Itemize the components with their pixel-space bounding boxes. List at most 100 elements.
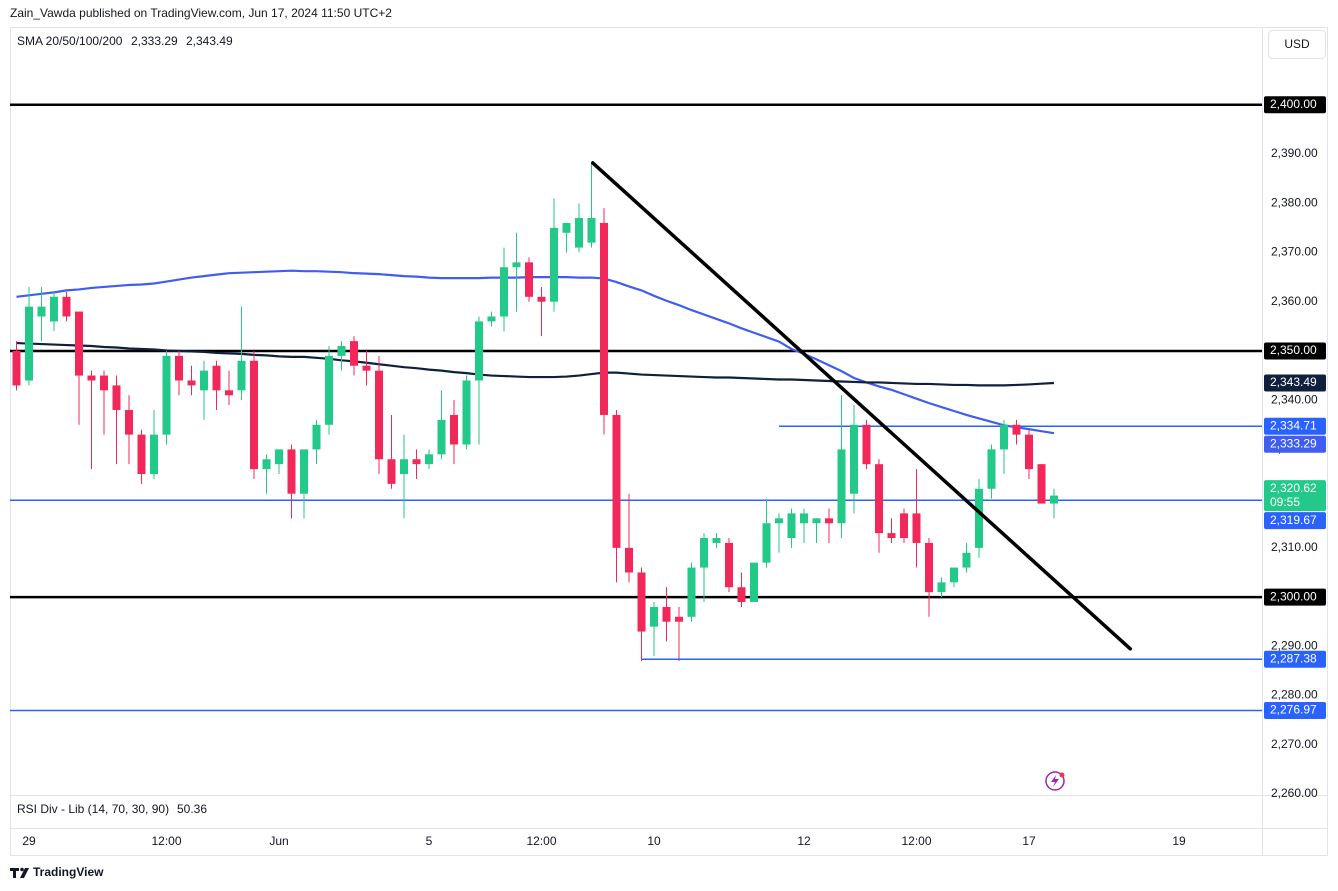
candle-body xyxy=(725,542,733,588)
price-badge-label: 2,276.97 xyxy=(1270,703,1317,717)
x-tick-label: 12:00 xyxy=(151,834,181,848)
price-badge xyxy=(1264,435,1326,453)
chart-frame xyxy=(10,27,1328,856)
candle-body xyxy=(412,459,421,465)
candle-body xyxy=(187,380,196,386)
publisher-note: Zain_Vawda published on TradingView.com,… xyxy=(10,6,392,20)
currency-button[interactable] xyxy=(1268,30,1326,59)
indicator-value: 2,343.49 xyxy=(186,34,233,48)
candle-body xyxy=(950,567,958,583)
candle-body xyxy=(762,523,771,563)
candle-body xyxy=(812,518,821,524)
candle-body xyxy=(62,296,71,317)
candle-body xyxy=(362,365,371,371)
price-badge-label: 2,333.29 xyxy=(1270,436,1317,450)
candle-body xyxy=(50,296,58,322)
candle-body xyxy=(162,355,171,435)
candle-body xyxy=(600,222,608,415)
y-tick-label: 2,260.00 xyxy=(1271,786,1318,800)
candle-body xyxy=(225,390,233,396)
candle-body xyxy=(700,538,708,568)
price-badge xyxy=(1264,417,1326,435)
price-badge xyxy=(1264,374,1326,392)
candle-body xyxy=(662,606,671,622)
candle-body xyxy=(887,533,896,539)
price-badge xyxy=(1264,701,1326,719)
price-badge-label: 2,400.00 xyxy=(1270,97,1317,111)
x-tick-label: 12:00 xyxy=(526,834,556,848)
candle-body xyxy=(12,350,21,386)
candle-body xyxy=(200,370,208,391)
candle-body xyxy=(800,513,808,524)
y-tick-label: 2,370.00 xyxy=(1271,245,1318,259)
price-badge xyxy=(1264,512,1326,530)
x-tick-label: 17 xyxy=(1022,834,1036,848)
candle-body xyxy=(112,385,121,411)
y-tick-label: 2,360.00 xyxy=(1271,294,1318,308)
candle-body xyxy=(862,424,871,465)
candle-body xyxy=(962,552,971,568)
x-tick-label: 12 xyxy=(797,834,811,848)
x-tick-label: 19 xyxy=(1172,834,1186,848)
candle-body xyxy=(137,434,146,475)
y-tick-label: 2,380.00 xyxy=(1271,195,1318,209)
candle-body xyxy=(775,518,783,524)
candle-body xyxy=(212,365,221,391)
candle-body xyxy=(537,296,546,302)
candle-body xyxy=(337,346,346,356)
candle-body xyxy=(1037,464,1046,504)
candle-body xyxy=(487,316,496,322)
candle-body xyxy=(75,311,83,376)
price-badge-label: 2,300.00 xyxy=(1270,589,1317,603)
candle-body xyxy=(462,380,471,445)
candle-body xyxy=(987,449,996,489)
y-tick-label: 2,390.00 xyxy=(1271,146,1318,160)
candle-body xyxy=(250,360,258,470)
candle-body xyxy=(150,434,158,475)
candle-body xyxy=(325,355,333,425)
candle-body xyxy=(562,222,571,233)
candle-body xyxy=(37,306,46,317)
price-badge-label: 2,287.38 xyxy=(1270,651,1317,665)
candle-body xyxy=(587,218,596,243)
brand-name: TradingView xyxy=(33,865,104,879)
candle-body xyxy=(350,341,358,366)
candle-body xyxy=(275,449,283,465)
candle-body xyxy=(475,321,483,381)
candle-body xyxy=(975,488,983,548)
candle-body xyxy=(425,454,433,465)
price-badges: 2,400.00 2,350.00 2,343.49 2,334.71 2,333.29… xyxy=(1264,96,1326,719)
brand-logo xyxy=(10,867,29,878)
candle-body xyxy=(650,606,658,627)
flash-icon xyxy=(1045,771,1065,791)
candle-body xyxy=(900,513,908,539)
candle-body xyxy=(687,567,696,617)
indicator-name: SMA 20/50/100/200 xyxy=(17,34,123,48)
sma-line xyxy=(16,341,1055,387)
candle-body xyxy=(287,449,296,494)
candle-body xyxy=(512,262,521,268)
price-badge xyxy=(1264,480,1326,512)
candle-body xyxy=(925,542,933,593)
x-tick-label: 12:00 xyxy=(901,834,931,848)
x-tick-label: Jun xyxy=(269,834,288,848)
time-axis: 29 12:00 Jun 5 12:00 10 12 12:00 17 19 xyxy=(22,834,1186,848)
x-tick-label: 10 xyxy=(647,834,661,848)
currency-label[interactable]: USD xyxy=(1284,37,1310,51)
y-tick-label: 2,280.00 xyxy=(1271,688,1318,702)
rsi-name: RSI Div - Lib (14, 70, 30, 90) xyxy=(17,802,169,816)
trendline xyxy=(591,161,1132,651)
plot-area xyxy=(10,103,1262,712)
candle-body xyxy=(87,375,96,381)
candle-body xyxy=(625,547,633,573)
y-tick-label: 2,310.00 xyxy=(1271,540,1318,554)
candle-body xyxy=(575,218,583,248)
candle-body xyxy=(437,419,446,455)
price-badge xyxy=(1264,342,1326,360)
candle-body xyxy=(1012,424,1021,435)
candle-body xyxy=(837,449,846,524)
y-tick-label: 2,270.00 xyxy=(1271,737,1318,751)
candle-body xyxy=(937,582,946,593)
rsi-value: 50.36 xyxy=(177,802,207,816)
